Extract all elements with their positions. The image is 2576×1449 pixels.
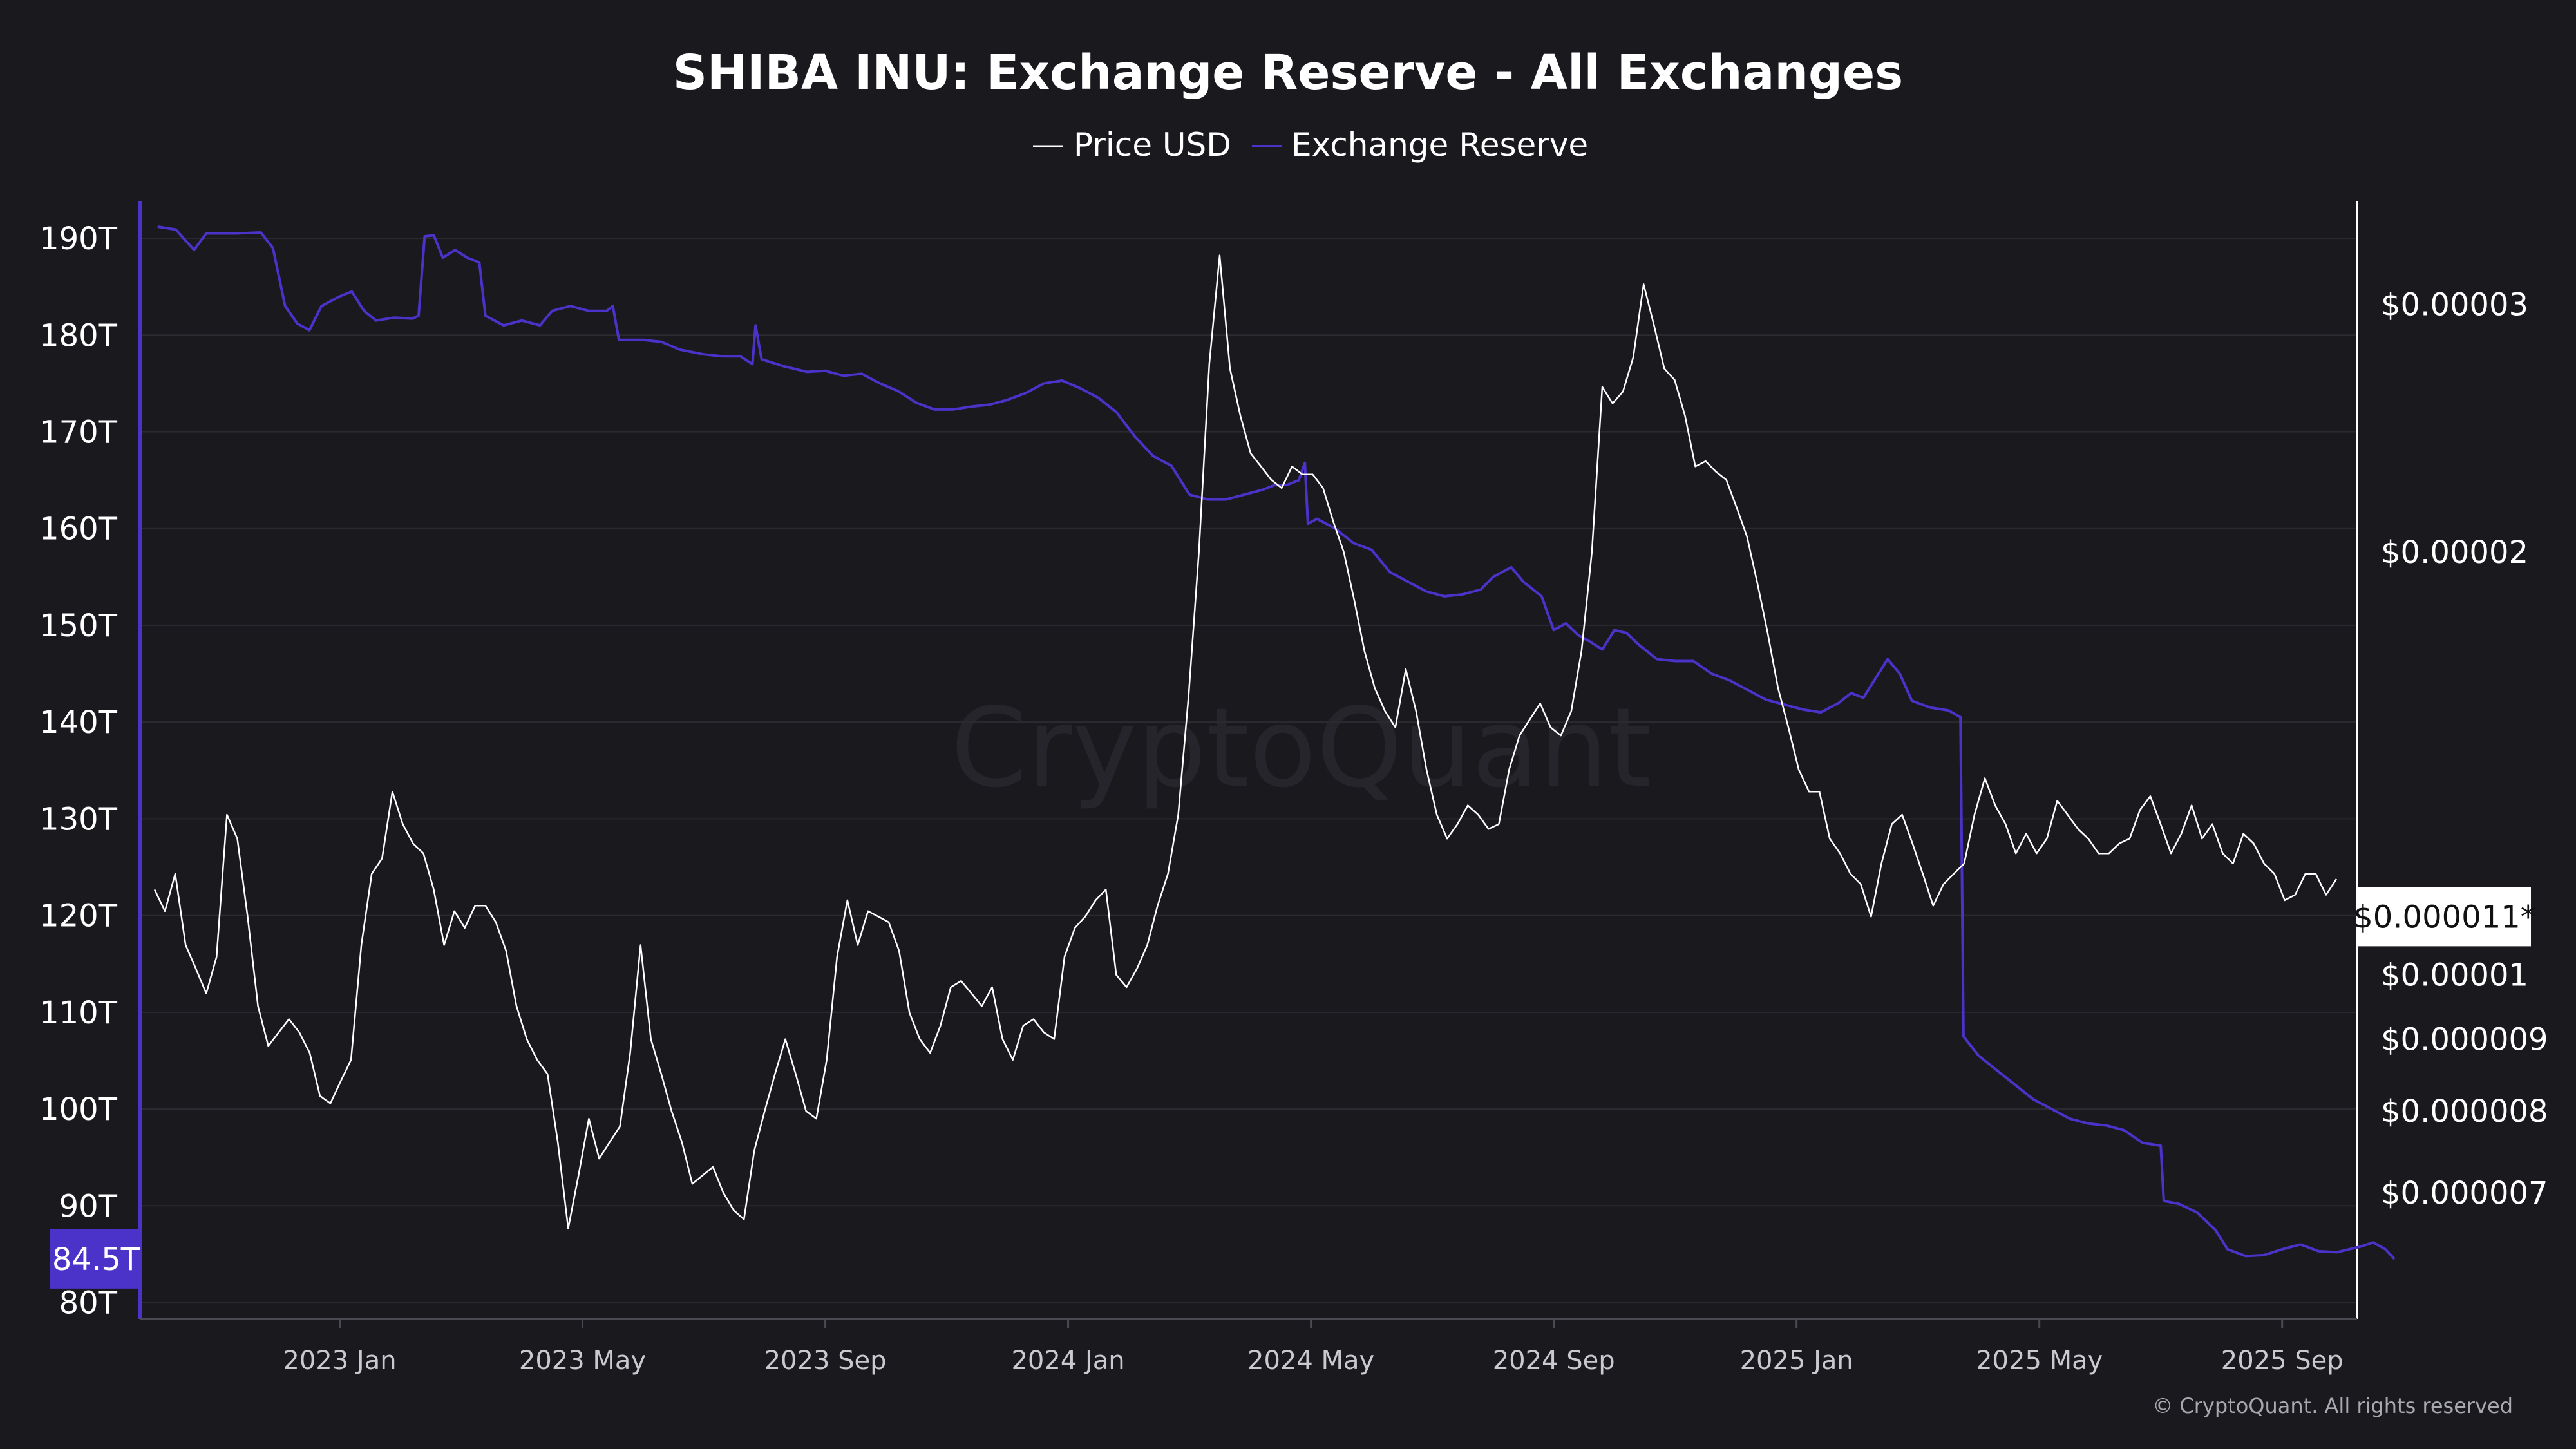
left-tick-label: 160T: [39, 511, 118, 547]
legend[interactable]: Price USD Exchange Reserve: [1033, 126, 1588, 164]
current-price-badge-bg: [2358, 887, 2531, 947]
current-reserve-badge-bg: [50, 1229, 142, 1289]
left-tick-label: 120T: [39, 898, 118, 934]
x-tick-label: 2024 Sep: [1493, 1346, 1615, 1376]
right-tick-label: $0.000007: [2381, 1175, 2548, 1211]
copyright-text: © CryptoQuant. All rights reserved: [2152, 1394, 2513, 1418]
left-tick-label: 190T: [39, 221, 118, 257]
right-tick-label: $0.00001: [2381, 958, 2528, 994]
left-tick-label: 180T: [39, 317, 118, 354]
left-tick-label: 100T: [39, 1092, 118, 1128]
x-tick-label: 2024 May: [1247, 1346, 1374, 1376]
x-tick-label: 2023 May: [519, 1346, 646, 1376]
legend-label-reserve[interactable]: Exchange Reserve: [1291, 126, 1588, 164]
left-axis-ticks: 80T 90T 100T 110T 120T 130T 140T 150T 160T 170T 18…: [39, 221, 118, 1321]
x-tick-label: 2025 Sep: [2221, 1346, 2344, 1376]
current-reserve-badge-label: 84.5T: [52, 1242, 140, 1278]
x-tick-label: 2023 Jan: [283, 1346, 396, 1376]
x-tick-label: 2024 Jan: [1011, 1346, 1124, 1376]
x-tick-label: 2025 May: [1976, 1346, 2103, 1376]
right-axis-ticks: $0.00003 $0.00002 $0.00001 $0.000009 $0.0000…: [2381, 287, 2548, 1211]
left-tick-label: 90T: [59, 1188, 118, 1224]
x-tick-label: 2023 Sep: [764, 1346, 887, 1376]
legend-label-price[interactable]: Price USD: [1074, 126, 1231, 164]
right-tick-label: $0.000009: [2381, 1022, 2548, 1058]
left-tick-label: 170T: [39, 414, 118, 450]
left-tick-label: 110T: [39, 995, 118, 1031]
right-tick-label: $0.00003: [2381, 287, 2528, 323]
current-price-badge-label: $0.000011*: [2353, 899, 2536, 935]
left-tick-label: 140T: [39, 705, 118, 741]
series-line-exchange-reserve[interactable]: [157, 225, 2396, 1260]
current-reserve-badge: 84.5T: [50, 1229, 142, 1289]
x-axis-ticks: 2023 Jan 2023 May 2023 Sep 2024 Jan 2024 May…: [283, 1319, 2344, 1376]
right-tick-label: $0.00002: [2381, 535, 2528, 571]
right-tick-label: $0.000008: [2381, 1094, 2548, 1130]
watermark-text: CryptoQuant: [951, 685, 1651, 812]
gridlines: [140, 238, 2357, 1303]
chart-title: SHIBA INU: Exchange Reserve - All Exchan…: [673, 45, 1903, 100]
left-tick-label: 150T: [39, 608, 118, 644]
current-price-badge: $0.000011*: [2353, 887, 2536, 947]
series-line-price-usd[interactable]: [153, 254, 2338, 1229]
left-tick-label: 80T: [59, 1285, 118, 1321]
x-tick-label: 2025 Jan: [1740, 1346, 1853, 1376]
left-tick-label: 130T: [39, 801, 118, 837]
